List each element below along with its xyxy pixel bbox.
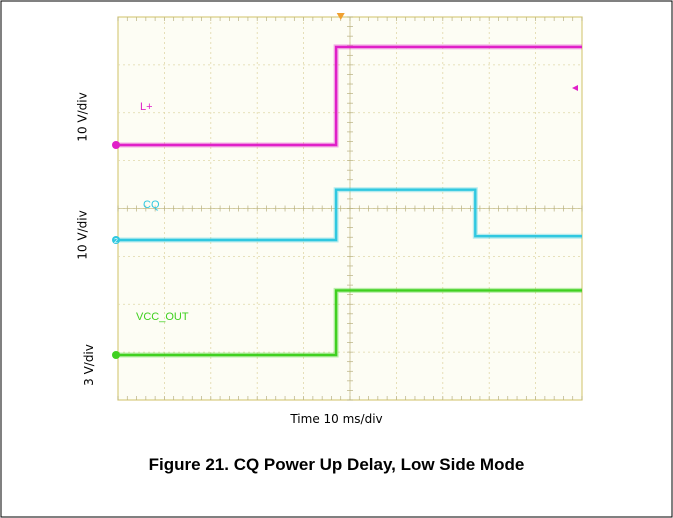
oscilloscope-plot: L+ 2 CQ VCC_OUT [112,13,583,401]
channel-number-1: 2 [114,238,118,245]
trace-line-2 [118,289,582,357]
ylabel-cq: 10 V/div [75,210,90,260]
channel-marker-1 [112,236,120,244]
channel-marker-0 [112,141,120,149]
ylabel-vcc-out: 3 V/div [81,344,96,386]
series-label-1: CQ [143,199,160,211]
trace-line-0 [118,45,582,147]
trace-line-1 [118,188,582,242]
series-label-0: L+ [140,101,153,113]
level-arrow [572,85,578,91]
figure-caption: Figure 21. CQ Power Up Delay, Low Side M… [148,455,525,474]
trigger-marker [336,13,345,20]
ylabel-l-plus: 10 V/div [75,92,90,142]
series-label-2: VCC_OUT [136,311,189,323]
channel-marker-2 [112,351,120,359]
x-axis-label: Time 10 ms/div [290,412,383,426]
